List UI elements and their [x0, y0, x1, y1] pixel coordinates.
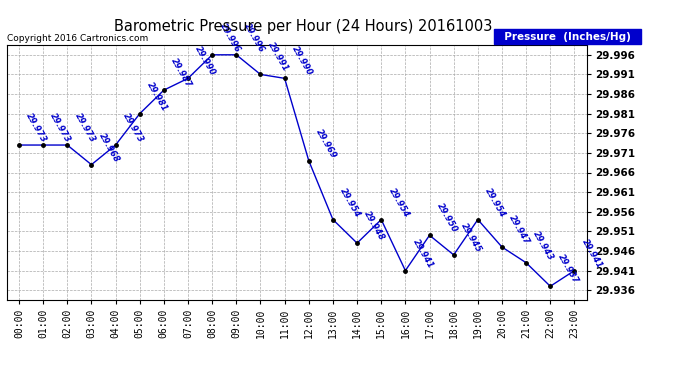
Text: 29.973: 29.973	[121, 112, 145, 144]
Text: 29.947: 29.947	[508, 214, 531, 246]
Text: Barometric Pressure per Hour (24 Hours) 20161003: Barometric Pressure per Hour (24 Hours) …	[115, 19, 493, 34]
Text: 29.969: 29.969	[315, 127, 338, 160]
Text: 29.950: 29.950	[435, 202, 459, 234]
Text: 29.991: 29.991	[266, 41, 290, 74]
Text: 29.948: 29.948	[363, 210, 386, 242]
Text: 29.973: 29.973	[73, 112, 97, 144]
Text: 29.996: 29.996	[242, 21, 266, 54]
Text: 29.973: 29.973	[25, 112, 48, 144]
Text: 29.941: 29.941	[411, 237, 435, 270]
Text: 29.981: 29.981	[146, 80, 169, 113]
Text: 29.954: 29.954	[339, 186, 362, 219]
Text: 29.990: 29.990	[290, 45, 314, 78]
Text: Pressure  (Inches/Hg): Pressure (Inches/Hg)	[497, 32, 638, 42]
Text: 29.973: 29.973	[49, 112, 72, 144]
Text: 29.945: 29.945	[460, 222, 483, 254]
Text: 29.943: 29.943	[532, 229, 555, 262]
Text: 29.996: 29.996	[218, 21, 241, 54]
Text: Copyright 2016 Cartronics.com: Copyright 2016 Cartronics.com	[7, 34, 148, 43]
Text: 29.954: 29.954	[484, 186, 507, 219]
Text: 29.954: 29.954	[387, 186, 411, 219]
Text: 29.937: 29.937	[556, 253, 580, 285]
Text: 29.987: 29.987	[170, 57, 193, 89]
Text: 29.990: 29.990	[194, 45, 217, 78]
Text: 29.941: 29.941	[580, 237, 604, 270]
Text: 29.968: 29.968	[97, 131, 121, 164]
